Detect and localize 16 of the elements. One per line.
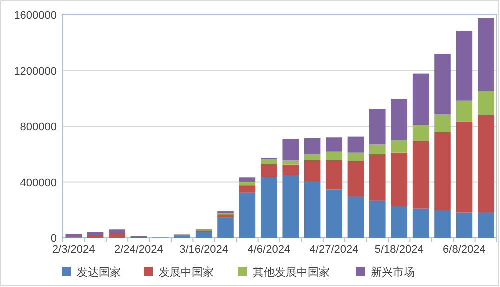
x-tick-label: 2/24/2024 <box>114 244 164 256</box>
y-tick-label: 1200000 <box>14 66 57 78</box>
legend-label: 新兴市场 <box>371 266 415 279</box>
x-tick-label: 3/16/2024 <box>180 244 229 256</box>
legend-label: 发展中国家 <box>159 266 214 279</box>
y-tick-label: 0 <box>50 233 57 245</box>
x-tick-label: 4/27/2024 <box>310 244 359 256</box>
y-tick-label: 400000 <box>20 177 57 190</box>
y-tick-label: 800000 <box>20 122 57 134</box>
legend-label: 发达国家 <box>77 266 121 279</box>
x-tick-label: 5/18/2024 <box>374 244 424 256</box>
x-tick-label: 6/8/2024 <box>443 244 486 256</box>
y-tick-label: 1600000 <box>14 10 57 22</box>
legend-label: 其他发展中国家 <box>253 266 330 279</box>
x-tick-label: 4/6/2024 <box>248 244 291 256</box>
x-tick-label: 2/3/2024 <box>52 244 96 256</box>
